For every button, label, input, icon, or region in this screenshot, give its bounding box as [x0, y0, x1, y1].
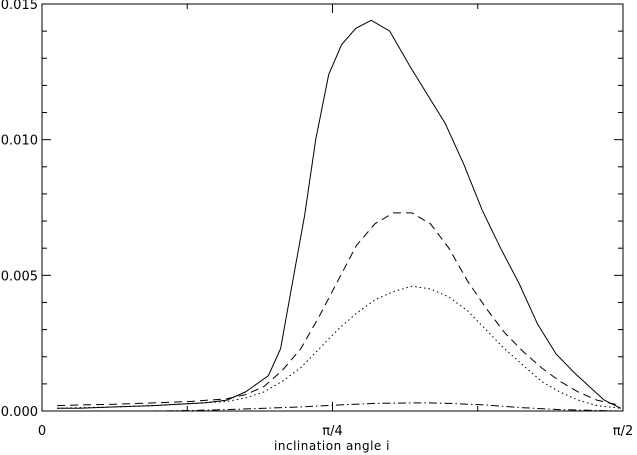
x-axis-label: inclination angle i: [274, 439, 390, 453]
axis-ticks: [41, 3, 624, 412]
data-series: [57, 19, 622, 412]
y-tick-label: 0.005: [1, 269, 38, 284]
series-line-dashdot: [57, 402, 621, 412]
x-tick-label: π/2: [613, 424, 633, 439]
y-tick-label: 0.015: [1, 0, 38, 13]
series-line-dashed: [57, 212, 622, 407]
y-tick-label: 0.010: [1, 134, 38, 149]
tick-labels: 0 π/4 π/2 0.000 0.005 0.010 0.015: [1, 0, 633, 439]
x-tick-label: 0: [38, 424, 46, 439]
y-tick-label: 0.000: [1, 405, 38, 420]
x-tick-label: π/4: [322, 424, 342, 439]
series-line-solid: [57, 19, 622, 409]
series-line-dotted: [57, 285, 621, 409]
